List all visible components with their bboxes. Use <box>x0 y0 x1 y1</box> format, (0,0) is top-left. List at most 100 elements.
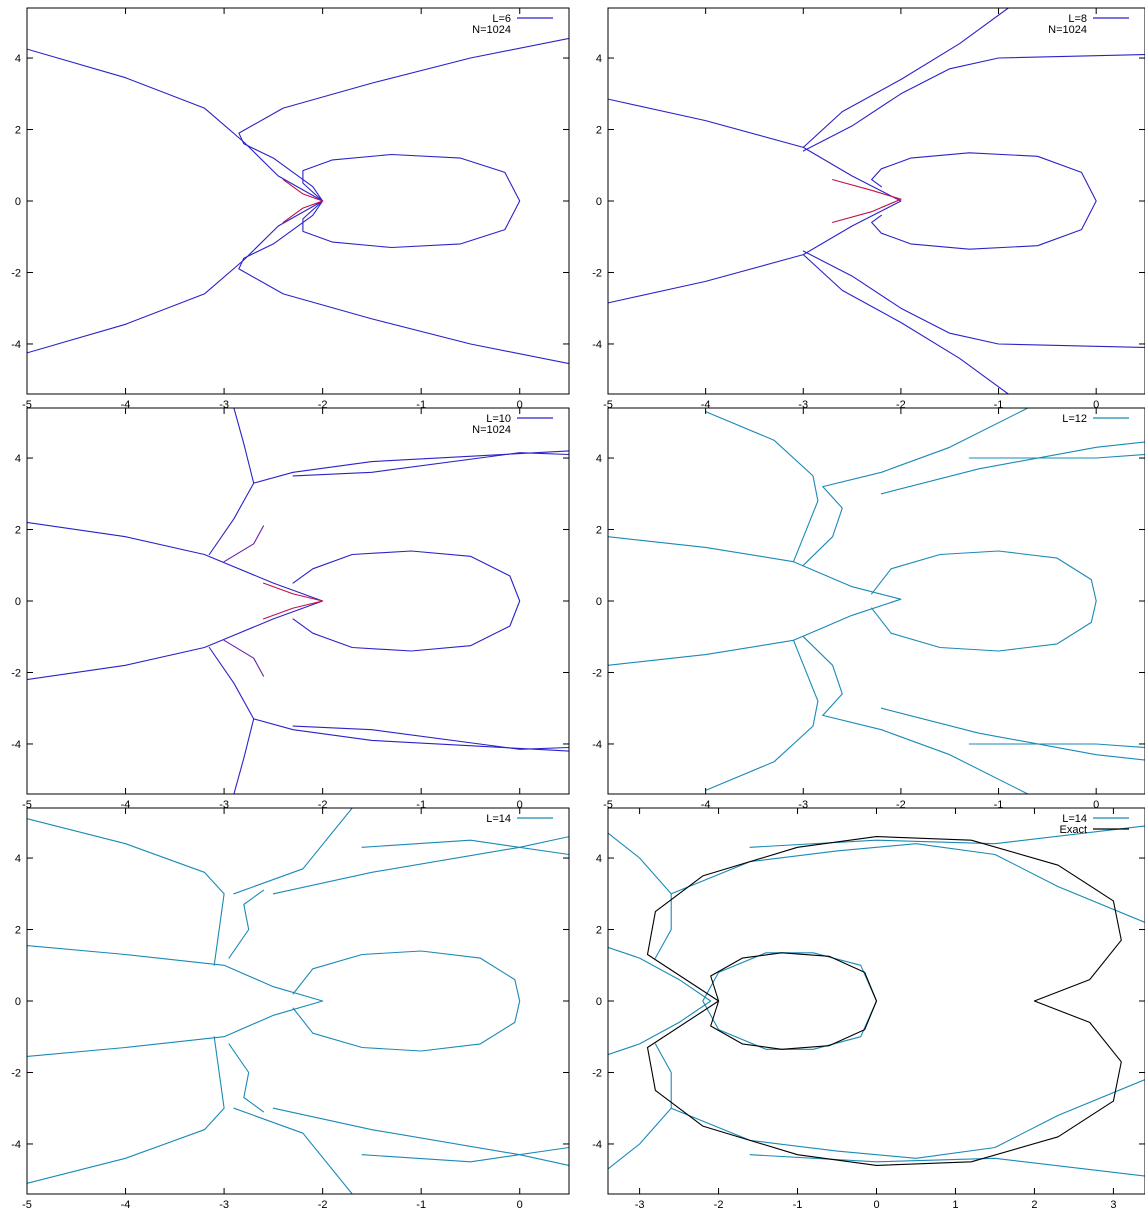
series-line-10 <box>292 950 521 1052</box>
y-tick-label: 0 <box>596 196 602 208</box>
x-tick-label: -4 <box>701 399 711 411</box>
y-tick-label: -4 <box>592 339 602 351</box>
series-line-7 <box>749 1154 1145 1177</box>
series-line-3 <box>802 254 1009 394</box>
series-line-4 <box>233 808 353 895</box>
series-line-6 <box>749 825 1145 848</box>
panel-5: -5 -4 -3 -2 -1 0 -4 -2 0 2 4 L=14 <box>11 807 570 1211</box>
y-tick-label: 2 <box>596 125 602 137</box>
y-tick-label: -4 <box>592 739 602 751</box>
x-tick-label: -2 <box>318 399 328 411</box>
y-tick-label: -2 <box>11 1067 21 1079</box>
y-tick-label: 2 <box>15 925 21 937</box>
series-line-10 <box>871 550 1097 652</box>
series-line-3 <box>208 646 255 794</box>
series-line-1 <box>608 98 902 304</box>
x-tick-label: -1 <box>416 1199 426 1211</box>
y-tick-label: 2 <box>15 125 21 137</box>
x-tick-label: -3 <box>635 1199 645 1211</box>
y-tick-label: 0 <box>15 196 21 208</box>
y-tick-label: 0 <box>15 596 21 608</box>
series-line-5 <box>822 714 1029 794</box>
series-line-5 <box>292 452 569 477</box>
panel-1: -5 -4 -3 -2 -1 0 -4 -2 0 2 4 L=6N=1024 <box>11 7 570 411</box>
x-tick-label: -5 <box>603 799 613 811</box>
series-line-11 <box>228 889 265 959</box>
x-tick-label: -2 <box>318 799 328 811</box>
series-line-10 <box>710 952 878 1050</box>
x-tick-label: 2 <box>1031 1199 1037 1211</box>
y-tick-label: 4 <box>596 853 602 865</box>
series-line-8 <box>292 550 521 652</box>
x-tick-label: -5 <box>22 1199 32 1211</box>
y-tick-label: -2 <box>592 1067 602 1079</box>
series-line-4 <box>282 179 324 223</box>
y-tick-label: -2 <box>11 667 21 679</box>
legend-entry: N=1024 <box>1048 24 1087 36</box>
y-tick-label: 4 <box>15 453 21 465</box>
y-tick-label: -2 <box>11 267 21 279</box>
x-tick-label: -3 <box>798 799 808 811</box>
x-tick-label: -1 <box>994 399 1004 411</box>
series-line-11 <box>262 582 324 620</box>
series-line-12 <box>802 636 843 716</box>
series-line-9 <box>223 525 265 563</box>
x-tick-label: -2 <box>896 799 906 811</box>
series-line-2 <box>608 832 672 959</box>
x-tick-label: -5 <box>22 799 32 811</box>
panel-2: -5 -4 -3 -2 -1 0 -4 -2 0 2 4 L=8N=1024 <box>592 7 1145 411</box>
series-line-1 <box>608 946 712 1056</box>
series-line-7 <box>832 179 902 223</box>
legend-entry: L=8 <box>1068 13 1087 25</box>
x-tick-label: -5 <box>22 399 32 411</box>
x-tick-label: -3 <box>219 399 229 411</box>
legend-entry: N=1024 <box>472 424 511 436</box>
y-tick-label: 2 <box>596 925 602 937</box>
legend-entry: L=6 <box>492 13 511 25</box>
series-line-6 <box>871 152 1097 250</box>
y-tick-label: -2 <box>592 267 602 279</box>
series-line-8 <box>702 952 878 1050</box>
y-tick-label: -4 <box>11 339 21 351</box>
y-tick-label: 0 <box>596 596 602 608</box>
x-tick-label: -4 <box>121 1199 131 1211</box>
series-line-2 <box>208 408 255 556</box>
y-tick-label: 2 <box>596 525 602 537</box>
x-tick-label: 1 <box>952 1199 958 1211</box>
legend-entry: L=10 <box>486 413 511 425</box>
panel-3: -5 -4 -3 -2 -1 0 -4 -2 0 2 4 L=10N=1024 <box>11 407 570 811</box>
x-tick-label: -2 <box>318 1199 328 1211</box>
series-line-1 <box>27 945 324 1057</box>
series-line-9 <box>361 1146 569 1163</box>
x-tick-label: -3 <box>798 399 808 411</box>
series-group <box>608 825 1145 1177</box>
series-line-1 <box>27 48 324 354</box>
series-line-7 <box>292 725 569 750</box>
x-tick-label: -2 <box>896 399 906 411</box>
y-tick-label: -4 <box>11 1139 21 1151</box>
series-line-3 <box>27 1036 225 1184</box>
series-line-6 <box>272 836 569 895</box>
x-tick-label: -1 <box>416 399 426 411</box>
y-tick-label: 4 <box>596 453 602 465</box>
x-tick-label: -1 <box>416 799 426 811</box>
y-tick-label: 4 <box>596 53 602 65</box>
x-tick-label: -4 <box>701 799 711 811</box>
series-group <box>27 408 569 794</box>
series-line-10 <box>223 639 265 677</box>
series-line-5 <box>802 250 1145 349</box>
series-line-5 <box>670 1079 1145 1159</box>
series-group <box>27 808 569 1194</box>
series-line-3 <box>608 1043 672 1170</box>
series-line-1 <box>27 521 324 681</box>
series-group <box>27 37 569 365</box>
y-tick-label: 2 <box>15 525 21 537</box>
y-tick-label: 4 <box>15 853 21 865</box>
x-tick-label: -1 <box>793 1199 803 1211</box>
y-tick-label: 4 <box>15 53 21 65</box>
legend-entry: L=14 <box>486 813 511 825</box>
x-tick-label: -3 <box>219 799 229 811</box>
series-line-6 <box>880 441 1145 495</box>
series-line-2 <box>27 818 225 966</box>
